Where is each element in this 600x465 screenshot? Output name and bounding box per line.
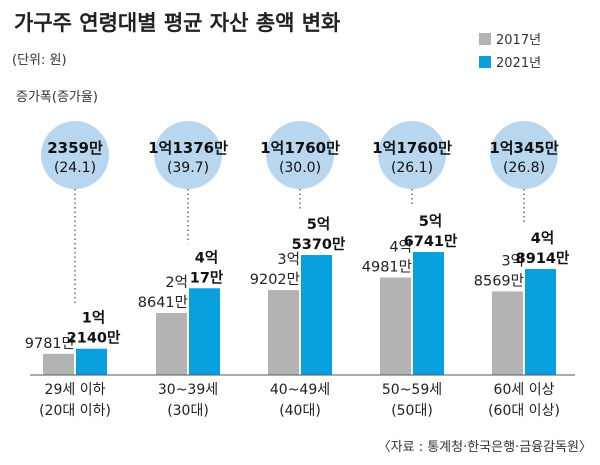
category-label: 60세 이상: [494, 382, 555, 398]
increase-amount: 1억1376만: [148, 139, 228, 157]
value-label-2021: 17만: [190, 269, 224, 286]
category-label: 40~49세: [270, 382, 330, 398]
increase-header: 증가폭(증가율): [16, 90, 98, 105]
legend-swatch-2021: [479, 56, 491, 68]
source-note: 〈자료 : 통계청·한국은행·금융감독원〉: [378, 439, 592, 455]
increase-rate: (26.8): [503, 160, 545, 176]
increase-rate: (24.1): [54, 160, 96, 176]
bar-2017: [380, 277, 411, 375]
category-label: 50~59세: [382, 382, 442, 398]
value-label-2017: 3억: [501, 252, 524, 269]
value-label-2017: 9202만: [250, 271, 300, 288]
bar-2021: [189, 288, 220, 375]
category-label: 29세 이하: [45, 382, 106, 398]
value-label-2017: 2억: [165, 274, 188, 291]
unit-label: (단위: 원): [12, 53, 67, 68]
category-label: (60대 이상): [488, 403, 560, 419]
increase-amount: 1억345만: [489, 139, 559, 157]
value-label-2017: 8641만: [138, 294, 188, 311]
value-label-2021: 5억: [419, 212, 442, 230]
bar-2017: [268, 290, 299, 375]
plot-area: 2359만 (24.1) 9781만 1억 2140만 29세 이하 (20대 이하) 1억1…: [25, 121, 575, 419]
category-label: (40대): [279, 403, 321, 419]
value-label-2021: 6741만: [404, 233, 458, 250]
value-label-2021: 4억: [195, 248, 218, 266]
bar-2017: [156, 312, 187, 375]
legend-label-2017: 2017년: [496, 33, 541, 48]
bar-2021: [413, 252, 444, 375]
increase-bubble: [266, 121, 334, 189]
category-label: (30대): [167, 403, 209, 419]
increase-bubble: [378, 121, 446, 189]
chart-title: 가구주 연령대별 평균 자산 총액 변화: [14, 11, 341, 35]
increase-bubble: [41, 121, 109, 189]
value-label-2017: 3억: [277, 251, 300, 268]
bar-2021: [76, 348, 107, 375]
legend: 2017년 2021년: [479, 33, 541, 71]
legend-label-2021: 2021년: [496, 56, 541, 71]
increase-bubble: [154, 121, 222, 189]
value-label-2021: 5억: [307, 215, 330, 233]
value-label-2021: 4억: [531, 229, 554, 247]
category-label: 30~39세: [158, 382, 218, 398]
bar-2021: [301, 255, 332, 375]
increase-rate: (26.1): [391, 160, 433, 176]
value-label-2017: 4억: [389, 239, 412, 256]
increase-rate: (30.0): [279, 160, 321, 176]
increase-bubble: [490, 121, 558, 189]
value-label-2017: 9781만: [25, 335, 75, 352]
increase-amount: 1억1760만: [260, 139, 340, 157]
value-label-2021: 1억: [82, 309, 105, 327]
increase-amount: 2359만: [47, 139, 103, 157]
value-label-2017: 8569만: [474, 272, 524, 289]
increase-amount: 1억1760만: [372, 139, 452, 157]
legend-swatch-2017: [479, 33, 491, 45]
value-label-2017: 4981만: [362, 259, 412, 276]
value-label-2021: 8914만: [516, 250, 570, 267]
increase-rate: (39.7): [167, 160, 209, 176]
category-label: (20대 이하): [39, 403, 111, 419]
category-label: (50대): [391, 403, 433, 419]
bar-2017: [43, 353, 74, 375]
bar-2021: [525, 268, 556, 375]
bar-2017: [492, 291, 523, 375]
value-label-2021: 2140만: [67, 330, 121, 347]
value-label-2021: 5370만: [292, 236, 346, 253]
